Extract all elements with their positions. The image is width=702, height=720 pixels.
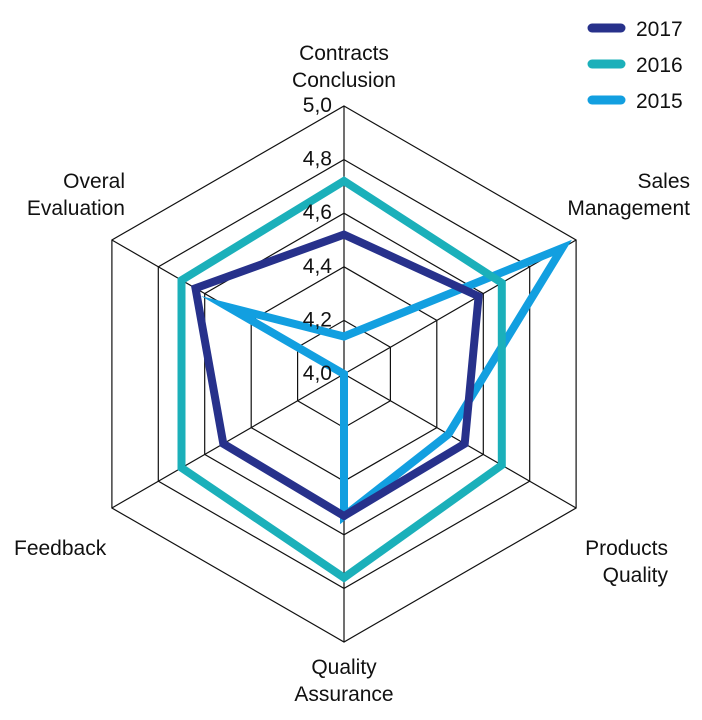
legend-label-2015: 2015 (636, 90, 683, 113)
legend: 2017 2016 2015 (587, 18, 683, 113)
tick-label: 4,4 (303, 255, 333, 278)
axis-label-6: Overal Evaluation (27, 170, 125, 220)
tick-label: 4,2 (303, 308, 332, 331)
axis-labels: Contracts Conclusion Sales Management Produc… (14, 42, 690, 706)
axis-label-5: Feedback (14, 537, 107, 560)
series-2017 (190, 230, 483, 521)
tick-label: 5,0 (303, 94, 332, 117)
tick-labels: 4,0 4,2 4,4 4,6 4,8 5,0 (303, 94, 333, 385)
spoke-3 (343, 373, 577, 509)
axis-label-3: Products Quality (585, 537, 668, 587)
axis-label-4: Quality Assurance (294, 656, 393, 706)
legend-label-2017: 2017 (636, 18, 683, 41)
axis-label-2: Sales Management (567, 170, 690, 220)
spoke-5 (111, 373, 345, 509)
series-layer (177, 176, 572, 583)
series-2016 (177, 176, 506, 583)
axis-label-1: Contracts Conclusion (292, 42, 396, 92)
tick-label: 4,0 (303, 362, 332, 385)
legend-label-2016: 2016 (636, 54, 683, 77)
tick-label: 4,8 (303, 148, 332, 171)
tick-label: 4,6 (303, 201, 332, 224)
